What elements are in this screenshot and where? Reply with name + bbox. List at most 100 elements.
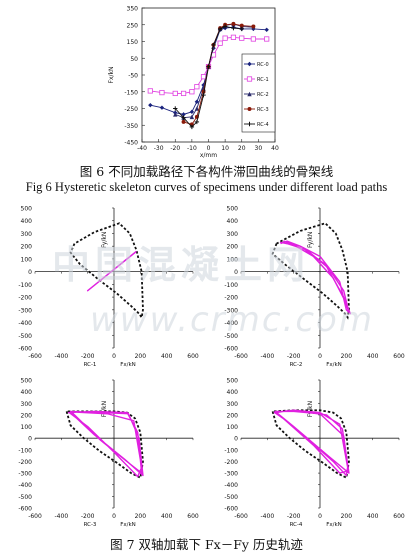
ytick-label: 400 <box>227 218 239 225</box>
xtick-label: -200 <box>81 513 95 520</box>
fig6-ytick-label: -50 <box>128 73 138 80</box>
fig6-data-point <box>194 106 200 111</box>
fig6-xtick-label: 0 <box>207 145 211 152</box>
envelope-dashed-line <box>271 222 350 320</box>
fig6-data-point <box>264 27 269 32</box>
fig7-panel-rc2: 500 400 300 200 100 0 -100 -200 -300 -400 -500 -600… <box>224 206 405 369</box>
xtick-label: 200 <box>341 353 353 360</box>
panel-ylabel: Fy/kN <box>307 401 314 417</box>
ytick-label: -600 <box>224 506 238 513</box>
ytick-label: -400 <box>224 482 238 489</box>
ytick-label: 300 <box>227 231 239 238</box>
ytick-label: -600 <box>18 346 32 353</box>
ytick-label: 400 <box>21 389 33 396</box>
ytick-label: -100 <box>18 447 32 454</box>
xtick-label: -600 <box>234 353 248 360</box>
fig6-legend-label: RC-0 <box>257 62 269 68</box>
xtick-label: 400 <box>367 513 379 520</box>
fig6-data-point <box>181 112 186 117</box>
ytick-label: 500 <box>21 206 33 213</box>
fig7-panel-rc1: 500 400 300 200 100 0 -100 -200 -300 -400 -500 -600… <box>18 206 199 369</box>
fig6-xtick-label: -30 <box>154 145 164 152</box>
ytick-label: -500 <box>18 494 32 501</box>
fig6-data-point <box>239 35 245 41</box>
fig6-data-point <box>147 88 153 94</box>
envelope-dashed-line <box>271 409 350 480</box>
panel-xlabel: Fx/kN <box>120 362 136 368</box>
fig6-data-point <box>250 36 256 42</box>
fig6-legend-label: RC-3 <box>257 107 269 113</box>
xtick-label: -400 <box>261 353 275 360</box>
panel-ylabel: Fy/kN <box>101 401 108 417</box>
load-trace-line <box>67 410 144 478</box>
ytick-label: -300 <box>18 307 32 314</box>
fig6-series-line <box>174 25 242 128</box>
fig6-legend-label: RC-2 <box>257 92 269 98</box>
fig6-data-point <box>217 40 223 46</box>
panel-xlabel: Fx/kN <box>120 522 136 528</box>
xtick-label: 0 <box>112 353 116 360</box>
ytick-label: 0 <box>28 436 32 443</box>
ytick-label: 100 <box>21 256 33 263</box>
fig6-data-point <box>264 36 270 42</box>
xtick-label: 200 <box>341 513 353 520</box>
xtick-label: -400 <box>55 513 69 520</box>
xtick-label: 600 <box>187 353 199 360</box>
ytick-label: -400 <box>18 482 32 489</box>
xtick-label: -200 <box>81 353 95 360</box>
fig6-data-point <box>194 99 200 104</box>
fig6-xtick-label: -40 <box>137 145 147 152</box>
fig6-ytick-label: -450 <box>124 140 138 147</box>
ytick-label: -200 <box>18 459 32 466</box>
panel-xlabel: Fx/kN <box>326 362 342 368</box>
fig6-legend-marker <box>247 61 252 67</box>
ytick-label: 0 <box>28 269 32 276</box>
xtick-label: 0 <box>318 513 322 520</box>
fig6-data-point <box>189 114 195 120</box>
fig6-caption-en: Fig 6 Hysteretic skeleton curves of spec… <box>25 180 388 194</box>
fig6-legend-label: RC-4 <box>257 122 269 128</box>
xtick-label: -600 <box>28 513 42 520</box>
fig6-data-point <box>172 90 178 97</box>
fig6-legend-marker <box>247 91 252 97</box>
ytick-label: 400 <box>21 218 33 225</box>
ytick-label: 100 <box>227 424 239 431</box>
ytick-label: -200 <box>224 295 238 302</box>
xtick-label: 0 <box>112 513 116 520</box>
panel-xlabel: Fx/kN <box>326 522 342 528</box>
ytick-label: -100 <box>224 282 238 289</box>
panel-specimen-label: RC-1 <box>84 362 97 368</box>
fig6-data-point <box>189 89 195 95</box>
ytick-label: -100 <box>224 447 238 454</box>
ytick-label: 100 <box>227 256 239 263</box>
ytick-label: 100 <box>21 424 33 431</box>
fig6-xtick-label: 10 <box>221 145 229 152</box>
ytick-label: 300 <box>227 401 239 408</box>
fig6-xtick-label: 20 <box>238 145 246 152</box>
xtick-label: 400 <box>161 353 173 360</box>
ytick-label: 200 <box>227 244 239 251</box>
fig6-xtick-label: 40 <box>271 145 279 152</box>
fig6-xtick-label: -10 <box>187 145 197 152</box>
fig6-data-point <box>148 102 153 108</box>
fig6-ytick-label: 150 <box>127 39 139 46</box>
fig6-chart: 350 250 150 50 -50 -150 -250 -350 -450-40 -30 -20-… <box>108 6 279 160</box>
envelope-dashed-line <box>69 222 144 320</box>
fig6-data-point <box>200 74 207 80</box>
fig6-caption-zh: 图 6 不同加载路径下各构件滞回曲线的骨架线 <box>79 164 334 179</box>
fig7-panel-rc3: 500 400 300 200 100 0 -100 -200 -300 -400 -500 -600… <box>18 378 199 529</box>
load-trace-line <box>86 250 137 292</box>
panel-specimen-label: RC-4 <box>290 522 303 528</box>
fig6-data-point <box>230 34 237 40</box>
fig6-data-point <box>173 112 178 117</box>
ytick-label: 0 <box>234 436 238 443</box>
fig6-series-RC-4 <box>173 24 244 130</box>
fig6-ytick-label: 350 <box>127 6 139 13</box>
fig6-data-point <box>181 119 186 124</box>
fig6-ytick-label: -150 <box>124 89 138 96</box>
ytick-label: -600 <box>224 346 238 353</box>
fig6-legend-label: RC-1 <box>257 77 269 83</box>
ytick-label: 300 <box>21 231 33 238</box>
ytick-label: -300 <box>224 471 238 478</box>
fig6-data-point <box>222 35 228 41</box>
